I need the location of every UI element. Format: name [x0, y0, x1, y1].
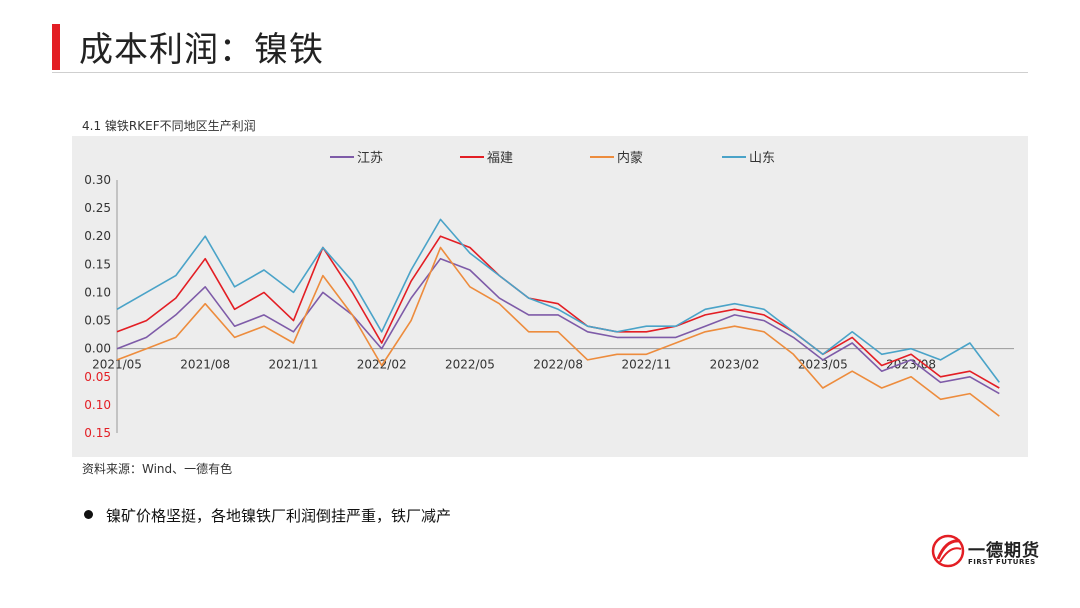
x-tick-label: 2021/05 [92, 358, 142, 372]
legend-label: 内蒙 [617, 150, 643, 166]
bullet-dot [84, 510, 93, 519]
y-tick-label: 0.05 [84, 370, 111, 384]
title-divider [52, 72, 1028, 73]
chart-panel: 0.30 0.25 0.20 0.15 0.10 0.05 0.00 0.05 0.10 0.15… [72, 136, 1028, 457]
y-tick-label: 0.10 [84, 285, 111, 299]
legend-label: 山东 [749, 151, 775, 166]
series-line-山东 [116, 218, 1000, 383]
company-logo-icon [931, 534, 965, 568]
x-tick-label: 2023/08 [886, 358, 936, 372]
x-tick-label: 2023/02 [710, 358, 760, 372]
x-tick-label: 2022/08 [533, 358, 583, 372]
x-tick-label: 2021/08 [180, 358, 230, 372]
y-tick-label: 0.20 [84, 229, 111, 243]
series-line-内蒙 [116, 246, 1000, 417]
y-tick-label: 0.15 [84, 257, 111, 271]
y-tick-label: 0.05 [84, 314, 111, 328]
y-tick-label: 0.10 [84, 398, 111, 412]
legend-label: 江苏 [357, 150, 383, 166]
x-tick-label: 2022/05 [445, 358, 495, 372]
legend-label: 福建 [487, 151, 513, 166]
line-chart: 0.30 0.25 0.20 0.15 0.10 0.05 0.00 0.05 0.10 0.15… [84, 150, 1014, 440]
y-tick-label: 0.00 [84, 342, 111, 356]
series-line-福建 [116, 235, 1000, 389]
y-tick-label: 0.15 [84, 426, 111, 440]
bullet-text: 镍矿价格坚挺，各地镍铁厂利润倒挂严重，铁厂减产 [106, 507, 452, 525]
y-tick-label: 0.25 [84, 201, 111, 215]
logo-name: 一德期货 [968, 541, 1040, 561]
source-note: 资料来源：Wind、一德有色 [82, 462, 233, 476]
page-title: 成本利润：镍铁 [79, 30, 324, 70]
x-tick-label: 2023/05 [798, 358, 848, 372]
x-tick-label: 2022/11 [621, 358, 671, 372]
chart-title: 4.1 镍铁RKEF不同地区生产利润 [82, 119, 256, 133]
title-accent-bar [52, 24, 60, 70]
series-line-江苏 [116, 257, 1000, 395]
y-tick-label: 0.30 [84, 173, 111, 187]
logo-name-en: FIRST FUTURES [968, 558, 1036, 566]
x-tick-label: 2021/11 [269, 358, 319, 372]
